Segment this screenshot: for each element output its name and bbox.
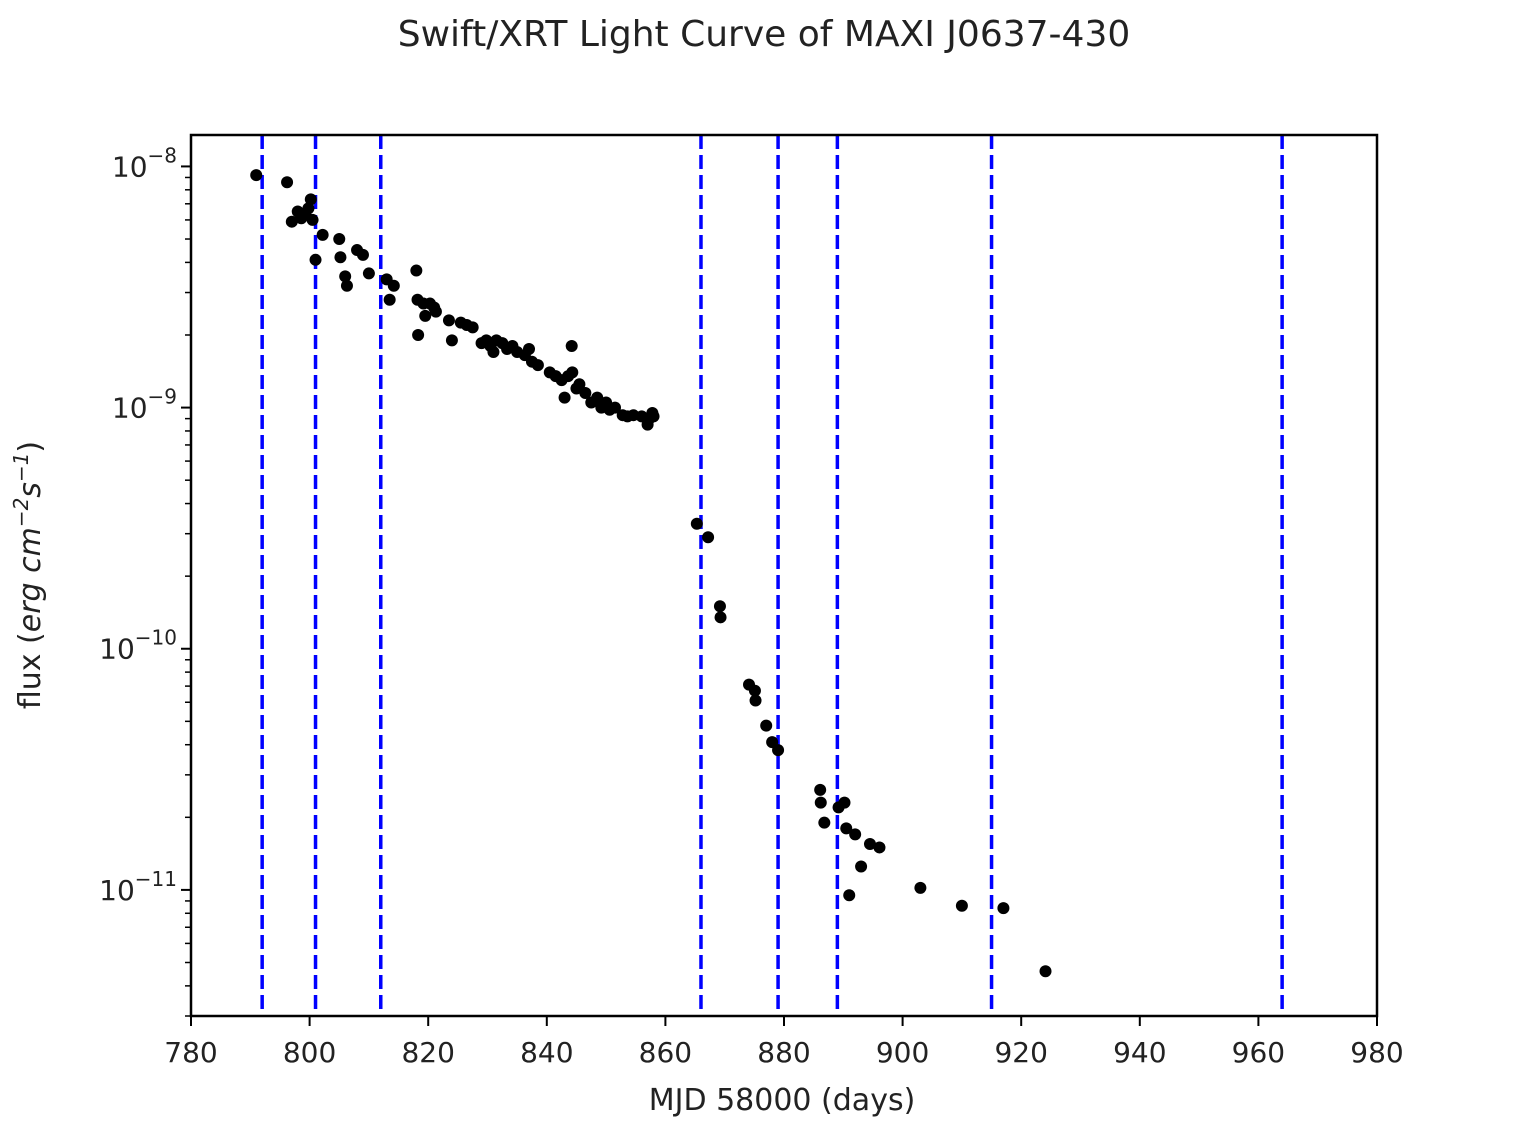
y-tick-label: 10−11 (99, 867, 177, 907)
data-point (316, 228, 329, 241)
data-point (339, 270, 352, 283)
data-point (531, 359, 544, 372)
x-tick-label: 880 (757, 1036, 810, 1069)
data-point (302, 202, 315, 215)
y-label-cm-exponent: −2 (9, 498, 33, 527)
data-point (250, 169, 263, 182)
data-point (442, 314, 455, 327)
data-point (714, 611, 727, 624)
data-point (340, 279, 353, 292)
x-tick-label: 840 (520, 1036, 573, 1069)
x-tick-label: 860 (639, 1036, 692, 1069)
x-tick-label: 900 (876, 1036, 929, 1069)
data-point (591, 391, 604, 404)
data-point (873, 841, 886, 854)
x-tick-label: 800 (283, 1036, 336, 1069)
data-point (445, 334, 458, 347)
y-label-prefix: flux ( (13, 632, 48, 709)
data-point (690, 517, 703, 530)
data-point (760, 719, 773, 732)
data-point (309, 253, 322, 266)
data-point (863, 838, 876, 851)
x-tick-label: 820 (401, 1036, 454, 1069)
data-point (838, 796, 851, 809)
data-point (333, 233, 346, 246)
data-point (410, 264, 423, 277)
data-point (855, 860, 868, 873)
data-point (608, 401, 621, 414)
x-tick-label: 940 (1113, 1036, 1166, 1069)
chart-title: Swift/XRT Light Curve of MAXI J0637-430 (398, 14, 1131, 55)
x-tick-label: 980 (1350, 1036, 1403, 1069)
data-point (849, 828, 862, 841)
data-point (814, 783, 827, 796)
data-point (840, 822, 853, 835)
data-point (356, 248, 369, 261)
data-point (748, 684, 761, 697)
y-label-s: s (13, 482, 48, 498)
data-point (285, 215, 298, 228)
data-point (647, 410, 660, 423)
y-label-s-exponent: −1 (9, 453, 33, 482)
data-point (772, 744, 785, 757)
data-point (566, 366, 579, 379)
data-point (702, 531, 715, 544)
data-point (306, 213, 319, 226)
data-point (281, 176, 294, 189)
data-point (914, 881, 927, 894)
data-point (749, 694, 762, 707)
y-tick-label: 10−9 (112, 385, 177, 425)
data-point (383, 293, 396, 306)
data-point (487, 346, 500, 359)
x-tick-label: 780 (164, 1036, 217, 1069)
x-tick-label: 960 (1232, 1036, 1285, 1069)
x-axis-label: MJD 58000 (days) (649, 1083, 916, 1118)
data-point (523, 342, 536, 355)
data-point (573, 378, 586, 391)
data-point (818, 816, 831, 829)
data-point (955, 899, 968, 912)
data-point (304, 193, 317, 206)
data-point (466, 321, 479, 334)
x-tick-label: 920 (994, 1036, 1047, 1069)
data-point (713, 600, 726, 613)
data-point (997, 902, 1010, 915)
y-axis: 10−8 10−9 10−10 10−11 (99, 143, 191, 1017)
data-point (334, 251, 347, 264)
data-point (387, 279, 400, 292)
data-point (814, 796, 827, 809)
plot-area (250, 135, 1284, 1016)
plot-frame (189, 133, 1379, 1018)
data-point (579, 386, 592, 399)
data-point (412, 328, 425, 341)
y-tick-label: 10−8 (112, 143, 177, 183)
x-axis: 780 800 820 840 860 880 900 920 940 960 980 (164, 1016, 1404, 1069)
data-point (429, 305, 442, 318)
data-point (843, 889, 856, 902)
data-point (565, 340, 578, 353)
y-label-suffix: ) (13, 441, 48, 453)
data-point (419, 309, 432, 322)
data-point (362, 267, 375, 280)
y-axis-label: flux (erg cm−2s−1) (9, 441, 48, 709)
data-point (558, 391, 571, 404)
y-tick-label: 10−10 (99, 626, 177, 666)
y-label-units: erg cm (13, 527, 48, 632)
data-point (1039, 965, 1052, 978)
